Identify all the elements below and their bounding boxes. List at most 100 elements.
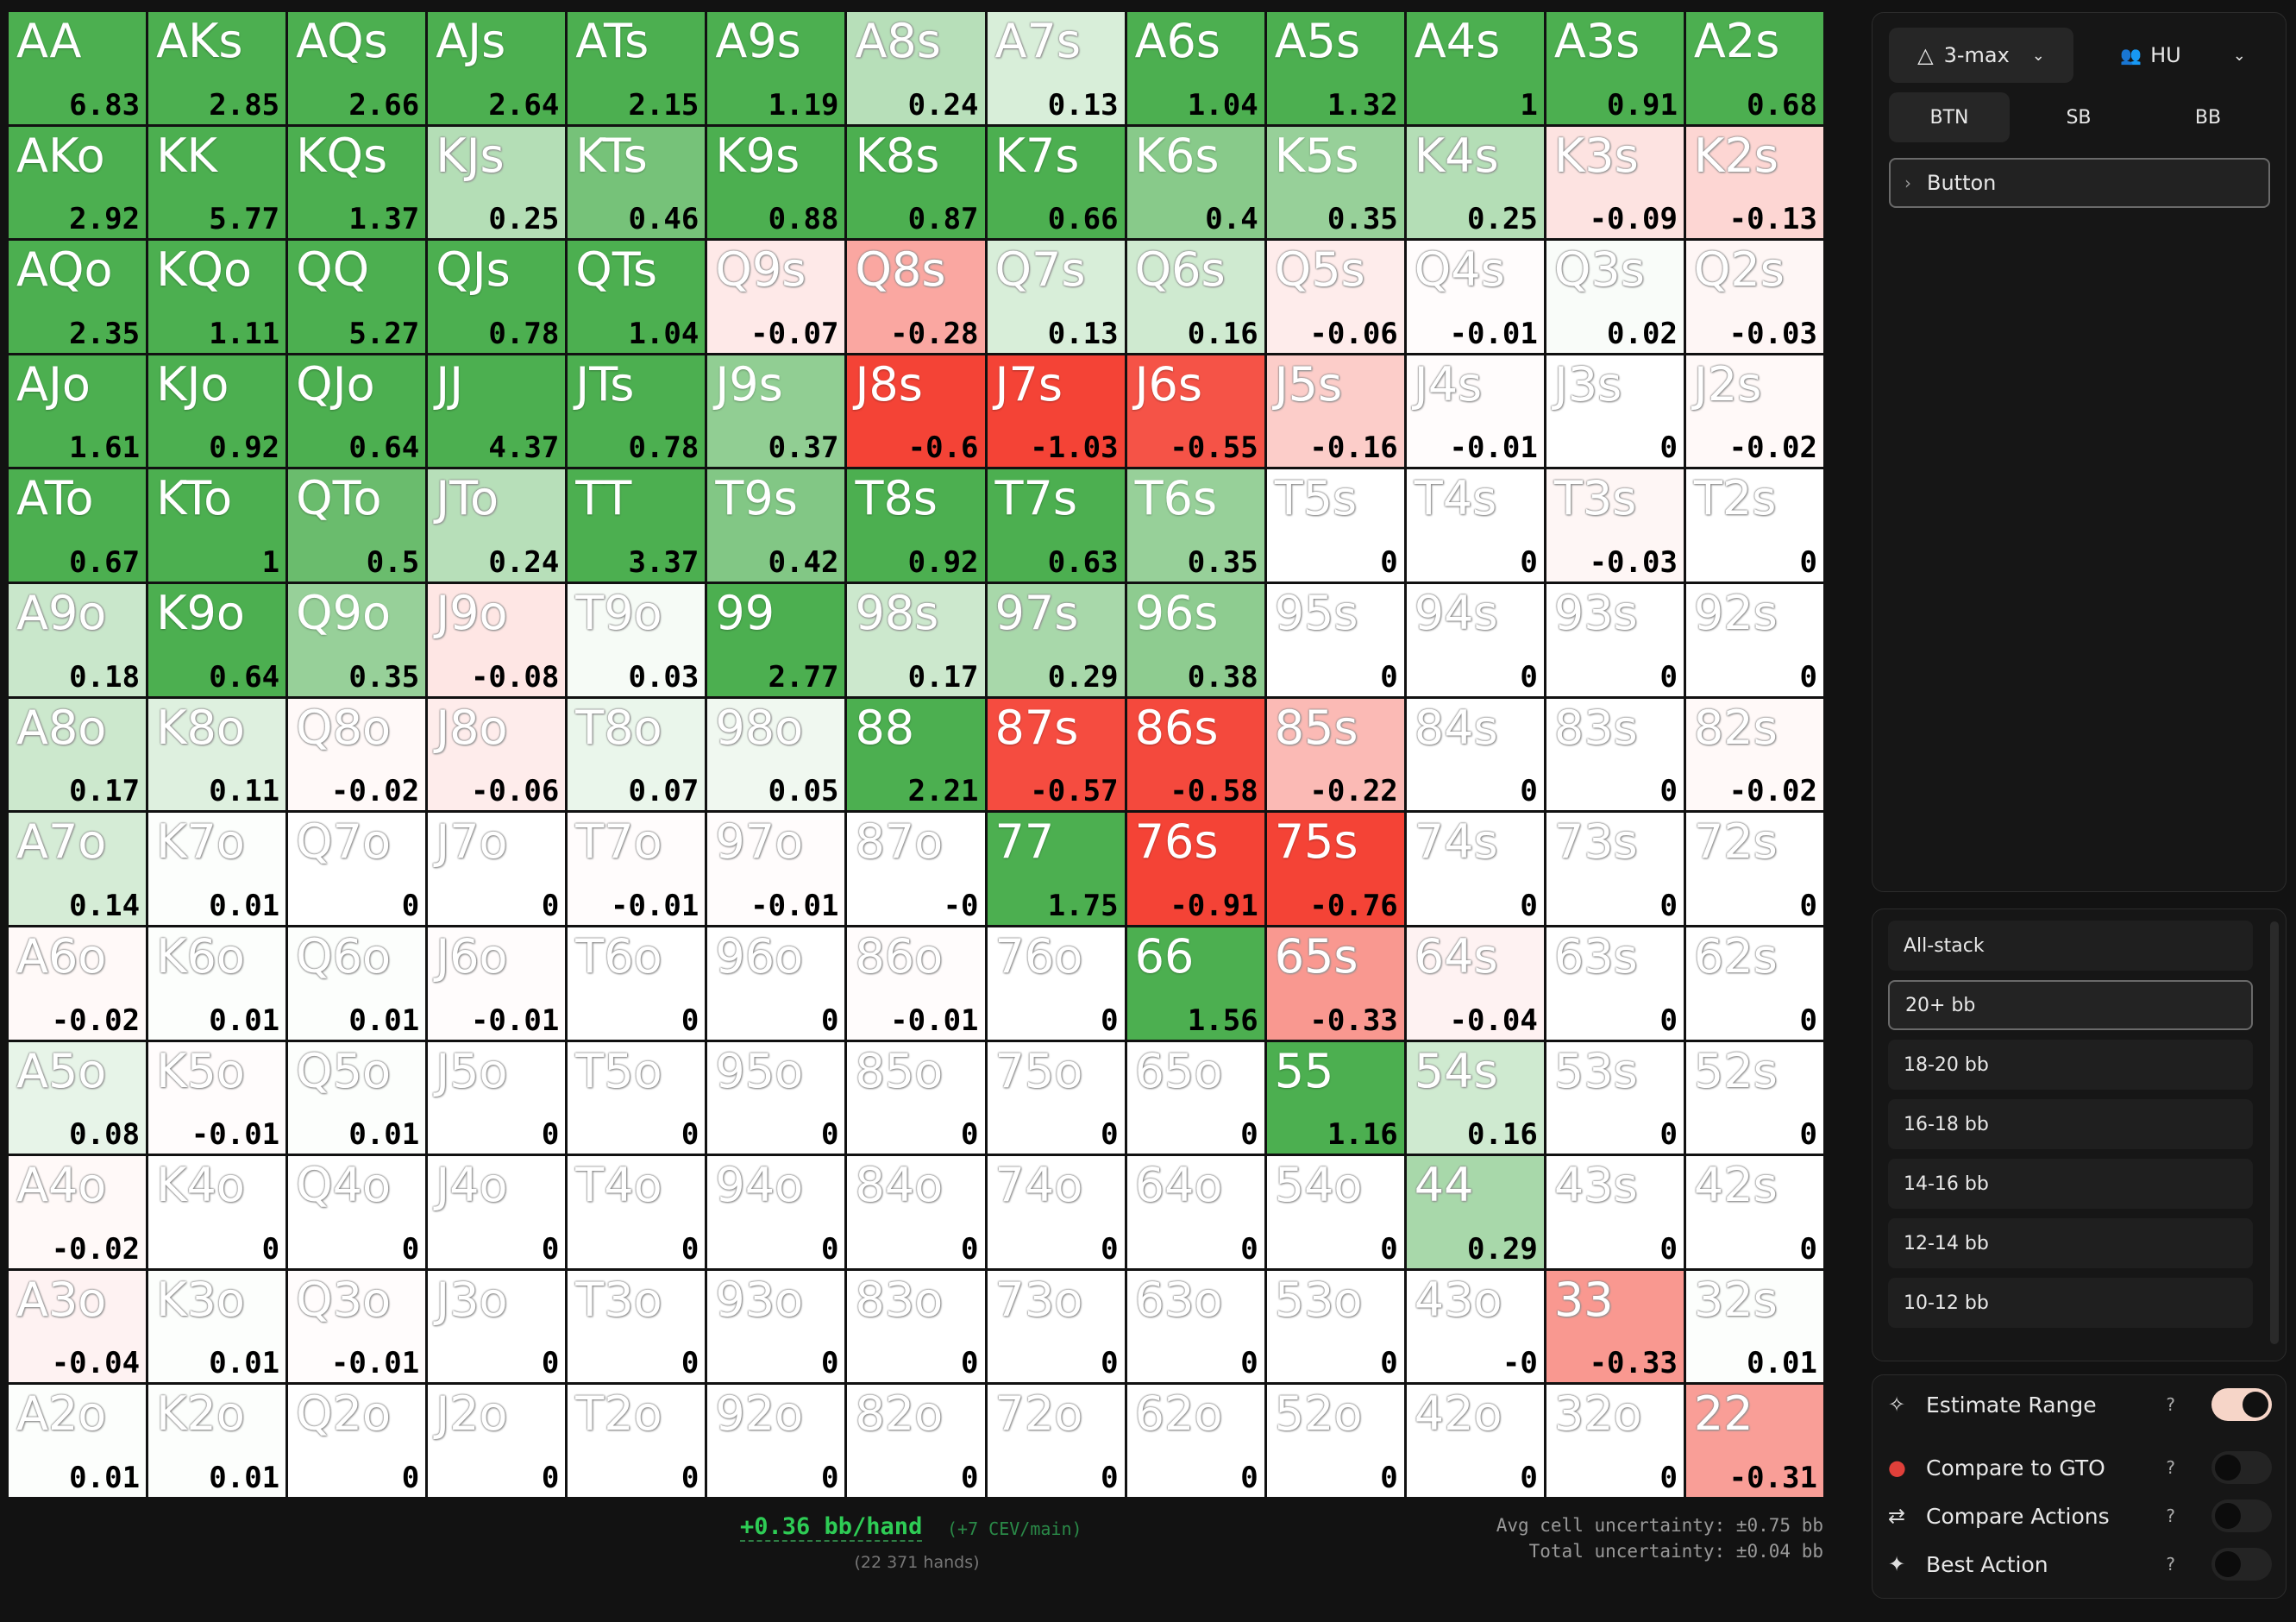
hand-cell[interactable]: JTo 0.24 (428, 469, 566, 582)
hand-cell[interactable]: JJ 4.37 (428, 355, 566, 468)
hand-cell[interactable]: 76o 0 (987, 927, 1125, 1040)
hand-cell[interactable]: 62o 0 (1126, 1385, 1264, 1497)
help[interactable]: ? (2166, 1394, 2175, 1415)
hand-cell[interactable]: ATo 0.67 (9, 469, 147, 582)
stack-option[interactable]: 14-16 bb (1888, 1159, 2253, 1209)
hand-cell[interactable]: KJs 0.25 (428, 126, 566, 239)
hand-cell[interactable]: 73s 0 (1546, 813, 1684, 925)
hand-cell[interactable]: 32s 0.01 (1685, 1270, 1823, 1383)
toggle-switch[interactable] (2211, 1499, 2272, 1532)
hand-cell[interactable]: AKo 2.92 (9, 126, 147, 239)
hand-cell[interactable]: K9o 0.64 (148, 584, 286, 696)
hand-cell[interactable]: AJo 1.61 (9, 355, 147, 468)
position-tab[interactable]: BB (2194, 106, 2222, 129)
hand-cell[interactable]: 93s 0 (1546, 584, 1684, 696)
hand-cell[interactable]: 99 2.77 (707, 584, 845, 696)
hand-cell[interactable]: Q6s 0.16 (1126, 241, 1264, 353)
hand-cell[interactable]: A5o 0.08 (9, 1041, 147, 1154)
hand-cell[interactable]: T5o 0 (568, 1041, 706, 1154)
hand-cell[interactable]: 97o -0.01 (707, 813, 845, 925)
stack-option[interactable]: 12-14 bb (1888, 1218, 2253, 1268)
hand-cell[interactable]: A8o 0.17 (9, 698, 147, 811)
hand-cell[interactable]: J6s -0.55 (1126, 355, 1264, 468)
hand-cell[interactable]: QQ 5.27 (288, 241, 426, 353)
hand-cell[interactable]: Q7s 0.13 (987, 241, 1125, 353)
hand-cell[interactable]: 42o 0 (1406, 1385, 1544, 1497)
stack-option[interactable]: 20+ bb (1888, 980, 2253, 1030)
hand-cell[interactable]: K4o 0 (148, 1156, 286, 1268)
hand-cell[interactable]: J5s -0.16 (1266, 355, 1404, 468)
hand-cell[interactable]: 93o 0 (707, 1270, 845, 1383)
stack-option[interactable]: 18-20 bb (1888, 1040, 2253, 1090)
hand-cell[interactable]: QTs 1.04 (568, 241, 706, 353)
hand-cell[interactable]: K7o 0.01 (148, 813, 286, 925)
hand-cell[interactable]: K4s 0.25 (1406, 126, 1544, 239)
hand-cell[interactable]: J3s 0 (1546, 355, 1684, 468)
hand-cell[interactable]: 82o 0 (847, 1385, 985, 1497)
format-dropdown[interactable]: △ 3-max ⌄ (1889, 28, 2073, 83)
hand-cell[interactable]: AQs 2.66 (288, 12, 426, 124)
hand-cell[interactable]: A3o -0.04 (9, 1270, 147, 1383)
hand-cell[interactable]: 65o 0 (1126, 1041, 1264, 1154)
scrollbar[interactable] (2270, 921, 2279, 1344)
hand-cell[interactable]: J5o 0 (428, 1041, 566, 1154)
hand-cell[interactable]: 75s -0.76 (1266, 813, 1404, 925)
hand-cell[interactable]: 83o 0 (847, 1270, 985, 1383)
hand-cell[interactable]: 95s 0 (1266, 584, 1404, 696)
hand-cell[interactable]: 52s 0 (1685, 1041, 1823, 1154)
hand-cell[interactable]: A6s 1.04 (1126, 12, 1264, 124)
hand-cell[interactable]: T5s 0 (1266, 469, 1404, 582)
hand-cell[interactable]: Q5s -0.06 (1266, 241, 1404, 353)
hand-cell[interactable]: J7s -1.03 (987, 355, 1125, 468)
hand-cell[interactable]: A7o 0.14 (9, 813, 147, 925)
hand-cell[interactable]: 96o 0 (707, 927, 845, 1040)
hand-cell[interactable]: 63o 0 (1126, 1270, 1264, 1383)
hand-cell[interactable]: QJs 0.78 (428, 241, 566, 353)
hand-cell[interactable]: K8s 0.87 (847, 126, 985, 239)
hand-cell[interactable]: J9o -0.08 (428, 584, 566, 696)
hand-cell[interactable]: 74o 0 (987, 1156, 1125, 1268)
hand-cell[interactable]: AKs 2.85 (148, 12, 286, 124)
hand-cell[interactable]: A3s 0.91 (1546, 12, 1684, 124)
hand-cell[interactable]: 53o 0 (1266, 1270, 1404, 1383)
hand-cell[interactable]: A4s 1 (1406, 12, 1544, 124)
hand-cell[interactable]: KK 5.77 (148, 126, 286, 239)
hand-cell[interactable]: 83s 0 (1546, 698, 1684, 811)
hand-cell[interactable]: 82s -0.02 (1685, 698, 1823, 811)
hand-cell[interactable]: Q2s -0.03 (1685, 241, 1823, 353)
hand-cell[interactable]: K2s -0.13 (1685, 126, 1823, 239)
hand-cell[interactable]: 85o 0 (847, 1041, 985, 1154)
position-tab[interactable]: SB (2066, 106, 2092, 129)
hand-cell[interactable]: 84o 0 (847, 1156, 985, 1268)
hand-cell[interactable]: 76s -0.91 (1126, 813, 1264, 925)
hand-cell[interactable]: T8o 0.07 (568, 698, 706, 811)
hand-cell[interactable]: T9o 0.03 (568, 584, 706, 696)
hand-cell[interactable]: K7s 0.66 (987, 126, 1125, 239)
hand-cell[interactable]: 87o -0 (847, 813, 985, 925)
hand-cell[interactable]: T2s 0 (1685, 469, 1823, 582)
hand-cell[interactable]: 73o 0 (987, 1270, 1125, 1383)
stack-option[interactable]: 10-12 bb (1888, 1278, 2253, 1328)
hand-cell[interactable]: KTo 1 (148, 469, 286, 582)
hand-cell[interactable]: 92o 0 (707, 1385, 845, 1497)
position-tab[interactable]: BTN (1889, 92, 2010, 142)
toggle-switch[interactable] (2211, 1451, 2272, 1484)
hand-cell[interactable]: 87s -0.57 (987, 698, 1125, 811)
hand-cell[interactable]: 98s 0.17 (847, 584, 985, 696)
hand-cell[interactable]: 75o 0 (987, 1041, 1125, 1154)
hand-cell[interactable]: 52o 0 (1266, 1385, 1404, 1497)
hand-cell[interactable]: A4o -0.02 (9, 1156, 147, 1268)
hand-cell[interactable]: T6o 0 (568, 927, 706, 1040)
hand-cell[interactable]: J3o 0 (428, 1270, 566, 1383)
hand-cell[interactable]: Q6o 0.01 (288, 927, 426, 1040)
hand-cell[interactable]: Q9o 0.35 (288, 584, 426, 696)
hand-cell[interactable]: 72o 0 (987, 1385, 1125, 1497)
hand-cell[interactable]: K9s 0.88 (707, 126, 845, 239)
hand-cell[interactable]: 72s 0 (1685, 813, 1823, 925)
hand-cell[interactable]: T7s 0.63 (987, 469, 1125, 582)
hand-cell[interactable]: K6o 0.01 (148, 927, 286, 1040)
hand-cell[interactable]: T4o 0 (568, 1156, 706, 1268)
hand-cell[interactable]: 32o 0 (1546, 1385, 1684, 1497)
stack-option[interactable]: All-stack (1888, 921, 2253, 971)
hand-cell[interactable]: KQo 1.11 (148, 241, 286, 353)
